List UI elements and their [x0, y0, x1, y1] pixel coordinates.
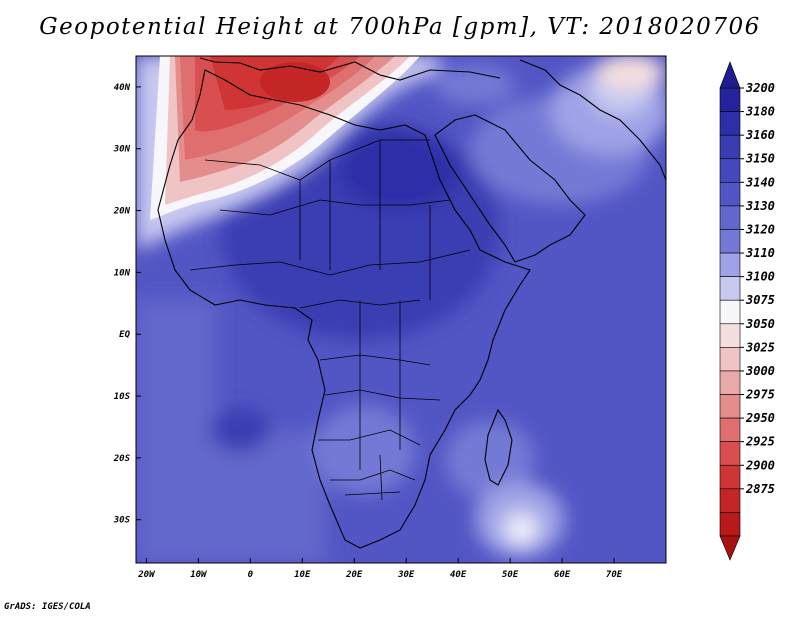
- colorbar-swatch: [719, 394, 741, 419]
- lon-tick-label: 50E: [502, 570, 519, 580]
- lon-tick-label: 10W: [190, 570, 208, 580]
- lon-tick-label: 70E: [606, 570, 623, 580]
- lat-tick-label: 20N: [113, 207, 131, 217]
- credit-label: GrADS: IGES/COLA: [4, 602, 91, 612]
- lat-tick-label: 40N: [114, 83, 131, 93]
- colorbar-label: 3075: [745, 293, 775, 307]
- lon-tick-label: 40E: [450, 570, 467, 580]
- colorbar-label: 2950: [745, 411, 775, 425]
- lat-tick-label: 30N: [113, 145, 131, 155]
- colorbar-label: 3120: [745, 222, 775, 236]
- lon-tick-label: 20W: [137, 570, 156, 580]
- lon-tick-label: 10E: [294, 570, 311, 580]
- lat-axis: 40N 30N 20N 10N EQ 10S 20S 30S: [113, 83, 141, 526]
- colorbar-swatch: [719, 87, 741, 112]
- colorbar-label: 3180: [745, 105, 775, 119]
- colorbar-lower-arrow: [719, 535, 741, 561]
- colorbar-label: 3200: [745, 81, 775, 95]
- lon-tick-label: 0: [248, 570, 254, 580]
- colorbar-swatch: [719, 111, 741, 136]
- colorbar-swatch: [719, 323, 741, 348]
- colorbar-label: 3150: [745, 152, 775, 166]
- lat-tick-label: 10S: [114, 392, 131, 402]
- colorbar-label: 3110: [745, 246, 775, 260]
- colorbar-swatch: [719, 252, 741, 277]
- colorbar-label: 3130: [745, 199, 775, 213]
- colorbar-swatch: [719, 299, 741, 325]
- colorbar-label: 3000: [745, 364, 775, 378]
- colorbar-label: 3050: [745, 317, 775, 331]
- lon-tick-label: 60E: [554, 570, 571, 580]
- colorbar-label: 3100: [745, 270, 775, 284]
- colorbar-swatch: [719, 488, 741, 513]
- colorbar-label: 3025: [745, 340, 775, 354]
- colorbar-swatch: [719, 512, 741, 537]
- lat-tick-label: 20S: [113, 454, 131, 464]
- lon-tick-label: 30E: [397, 570, 415, 580]
- lat-tick-label: EQ: [119, 330, 130, 340]
- lon-tick-label: 20E: [345, 570, 363, 580]
- colorbar-swatch: [719, 370, 741, 395]
- colorbar-swatch: [719, 182, 741, 207]
- colorbar-swatch: [719, 276, 741, 301]
- lon-axis: 20W 10W 0 10E 20E 30E 40E 50E 60E 70E: [137, 558, 623, 580]
- colorbar-swatch: [719, 464, 741, 490]
- colorbar-label: 3140: [745, 175, 775, 189]
- colorbar-swatch: [719, 441, 741, 466]
- country-borders: [189, 139, 471, 501]
- colorbar-swatch: [719, 347, 741, 372]
- colorbar-label: 3160: [745, 128, 775, 142]
- colorbar-label: 2925: [745, 435, 775, 449]
- colorbar-label: 2900: [745, 458, 775, 472]
- lat-tick-label: 10N: [114, 268, 131, 278]
- colorbar-swatch: [719, 158, 741, 183]
- colorbar-swatch: [719, 417, 741, 442]
- colorbar-label: 2875: [745, 482, 775, 496]
- colorbar-swatch: [719, 134, 741, 160]
- colorbar-label: 2975: [745, 388, 775, 402]
- coastlines: [157, 57, 666, 549]
- map-title: Geopotential Height at 700hPa [gpm], VT:…: [39, 14, 761, 40]
- height-field: [136, 56, 666, 563]
- colorbar: 3200 3180 3160 3150 3140 3130 3120 3110 3100 3075…: [719, 61, 775, 561]
- colorbar-swatch: [719, 205, 741, 230]
- map-frame: [135, 55, 667, 564]
- colorbar-upper-arrow: [719, 61, 741, 89]
- colorbar-swatch: [719, 229, 741, 254]
- lat-tick-label: 30S: [113, 516, 131, 526]
